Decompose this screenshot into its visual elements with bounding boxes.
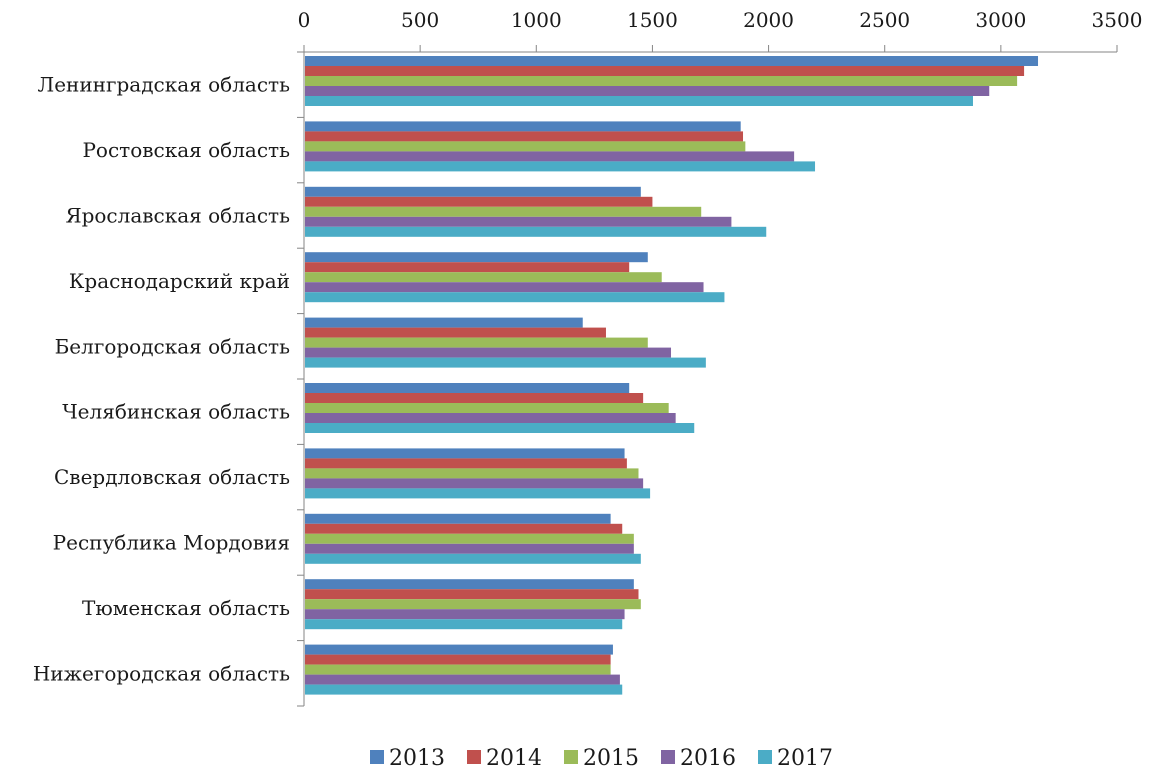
legend-label-2016: 2016 [680, 746, 736, 771]
legend-swatch-2013 [370, 750, 384, 764]
legend-swatch-2014 [467, 750, 481, 764]
labels: 0 500 1000 1500 2000 2500 3000 3500 Ленинградска… [33, 8, 1143, 685]
bar-2017 [305, 619, 623, 630]
bar-2013 [305, 317, 583, 328]
bar-2016 [305, 413, 676, 423]
bar-2013 [305, 644, 613, 655]
bar-2013 [305, 513, 611, 524]
bar-2013 [305, 56, 1039, 66]
legend-label-2014: 2014 [486, 746, 542, 771]
x-tick-label: 2000 [743, 8, 794, 32]
bar-2017 [305, 96, 973, 106]
legend: 2013 2014 2015 2016 2017 [370, 746, 833, 771]
legend-swatch-2017 [758, 750, 772, 764]
bar-2015 [305, 599, 641, 610]
axes [297, 45, 1118, 707]
bar-2015 [305, 403, 669, 413]
x-tick-label: 1500 [627, 8, 678, 32]
bar-2014 [305, 66, 1025, 76]
bar-2014 [305, 393, 644, 403]
bar-2016 [305, 347, 672, 358]
bar-2014 [305, 196, 653, 207]
category-label: Свердловская область [54, 465, 290, 489]
bar-2014 [305, 262, 630, 273]
bar-2017 [305, 357, 706, 368]
category-label: Челябинская область [62, 400, 290, 424]
x-tick-label: 2500 [859, 8, 910, 32]
bar-2013 [305, 383, 630, 393]
bar-2014 [305, 654, 611, 665]
bar-2013 [305, 121, 741, 132]
bar-2015 [305, 272, 662, 283]
bar-2016 [305, 86, 990, 96]
bar-2017 [305, 292, 725, 303]
bar-2014 [305, 131, 744, 142]
bar-2016 [305, 282, 704, 293]
bars [305, 56, 1039, 695]
bar-2014 [305, 458, 627, 469]
bar-2017 [305, 226, 767, 237]
bar-2014 [305, 589, 639, 600]
legend-label-2015: 2015 [583, 746, 639, 771]
bar-2016 [305, 543, 634, 554]
x-tick-label: 3000 [975, 8, 1026, 32]
bar-2015 [305, 206, 702, 217]
category-label: Белгородская область [55, 334, 290, 358]
bar-2017 [305, 423, 695, 433]
bar-2017 [305, 488, 651, 499]
bar-2015 [305, 533, 634, 544]
bar-2015 [305, 141, 746, 152]
bar-2016 [305, 151, 795, 162]
bar-2013 [305, 186, 641, 197]
x-tick-label: 3500 [1092, 8, 1143, 32]
category-label: Тюменская область [82, 596, 290, 620]
bar-2016 [305, 478, 644, 489]
bar-2013 [305, 579, 634, 590]
legend-swatch-2016 [661, 750, 675, 764]
bar-2016 [305, 674, 620, 685]
x-tick-label: 0 [298, 8, 311, 32]
bar-2014 [305, 327, 606, 338]
bar-2013 [305, 252, 648, 263]
x-tick-label: 1000 [511, 8, 562, 32]
category-label: Нижегородская область [33, 661, 290, 685]
bar-2017 [305, 161, 816, 172]
category-label: Республика Мордовия [53, 531, 290, 555]
bar-2015 [305, 76, 1018, 86]
bar-2016 [305, 609, 625, 620]
bar-2013 [305, 448, 625, 459]
bar-2015 [305, 468, 639, 479]
legend-label-2017: 2017 [777, 746, 833, 771]
category-label: Ленинградская область [38, 73, 291, 97]
bar-2017 [305, 553, 641, 564]
bar-2015 [305, 664, 611, 675]
category-label: Ярославская область [65, 204, 290, 228]
x-tick-label: 500 [401, 8, 439, 32]
bar-2015 [305, 337, 648, 348]
legend-swatch-2015 [564, 750, 578, 764]
category-label: Краснодарский край [69, 269, 290, 293]
category-label: Ростовская область [82, 138, 290, 162]
bar-2014 [305, 523, 623, 534]
legend-label-2013: 2013 [389, 746, 445, 771]
bar-2016 [305, 216, 732, 227]
bar-2017 [305, 684, 623, 695]
